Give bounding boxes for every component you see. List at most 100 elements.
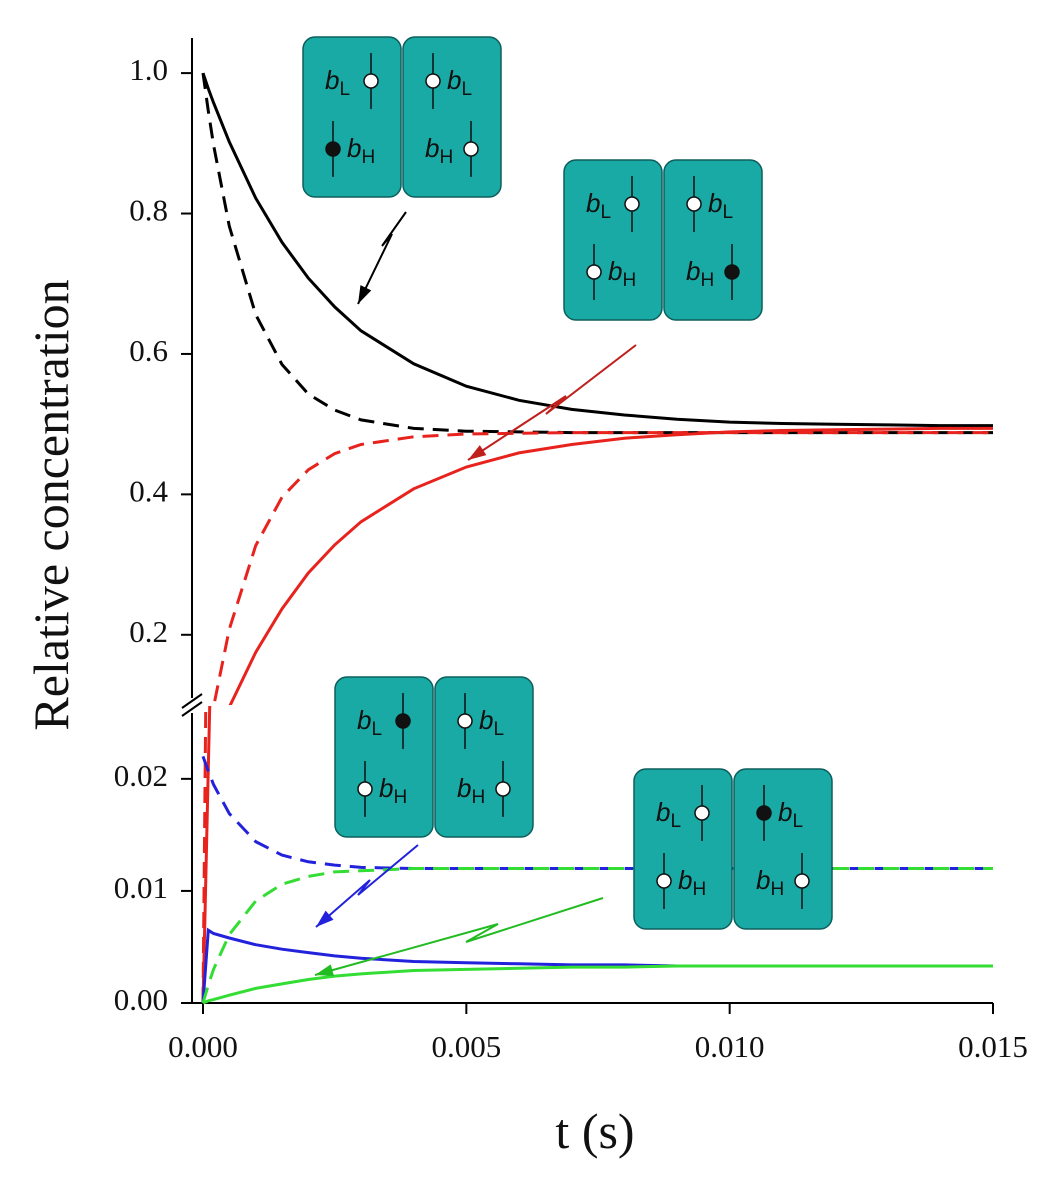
site-label: bH: [457, 773, 485, 808]
site: [756, 805, 772, 821]
label-base: b: [678, 865, 692, 895]
label-sub: H: [393, 787, 407, 808]
label-base: b: [608, 256, 622, 286]
site-label: bL: [708, 188, 733, 223]
y-tick-label: 0.4: [129, 473, 168, 508]
label-base: b: [656, 797, 670, 827]
x-tick-label: 0.010: [695, 1029, 765, 1064]
line-series: [201, 72, 993, 435]
line-series: [203, 767, 993, 775]
cell: [733, 768, 833, 930]
cell: [434, 676, 534, 838]
line-series: [201, 72, 993, 428]
site: [794, 873, 810, 889]
site-label: bH: [678, 865, 706, 900]
site-label: bL: [447, 65, 472, 100]
arrow-head: [315, 964, 334, 976]
site-label: bH: [608, 256, 636, 291]
arrow: [357, 211, 407, 305]
y-tick-label: 1.0: [129, 52, 168, 87]
cell: [663, 159, 763, 321]
arrow-head: [358, 285, 372, 304]
line-series: [202, 964, 993, 1005]
label-sub: L: [600, 202, 611, 223]
label-base: b: [686, 256, 700, 286]
axis-break: [181, 701, 203, 717]
site: [425, 73, 441, 89]
y-tick-label: 0.6: [129, 333, 168, 368]
arrow: [315, 844, 419, 928]
site: [694, 805, 710, 821]
label-base: b: [708, 188, 722, 218]
label-sub: L: [371, 719, 382, 740]
x-tick-label: 0.015: [958, 1029, 1028, 1064]
site-label: bH: [379, 773, 407, 808]
site-label: bH: [756, 865, 784, 900]
label-base: b: [347, 133, 361, 163]
cell: [334, 676, 434, 838]
y-tick-label: 0.00: [114, 982, 168, 1017]
line-series: [203, 773, 993, 775]
label-base: b: [778, 797, 792, 827]
line-series: [203, 760, 993, 767]
label-base: b: [479, 705, 493, 735]
site-label: bL: [479, 705, 504, 740]
cell: [633, 768, 733, 930]
label-sub: L: [792, 811, 803, 832]
label-base: b: [756, 865, 770, 895]
label-sub: H: [770, 879, 784, 900]
label-sub: L: [493, 719, 504, 740]
label-sub: H: [439, 147, 453, 168]
label-base: b: [325, 65, 339, 95]
label-sub: L: [670, 811, 681, 832]
site: [457, 713, 473, 729]
arrow: [467, 344, 637, 461]
label-base: b: [447, 65, 461, 95]
site: [686, 196, 702, 212]
label-sub: L: [722, 202, 733, 223]
cell: [302, 36, 402, 198]
y-tick-label: 0.02: [114, 758, 168, 793]
x-axis-title: t (s): [555, 1103, 634, 1159]
cell: [563, 159, 663, 321]
site: [586, 264, 602, 280]
site: [656, 873, 672, 889]
line-series: [201, 867, 993, 1004]
site-label: bH: [686, 256, 714, 291]
label-sub: L: [339, 79, 350, 100]
site: [325, 141, 341, 157]
site-label: bH: [347, 133, 375, 168]
site: [395, 713, 411, 729]
x-tick-label: 0.005: [431, 1029, 501, 1064]
label-base: b: [425, 133, 439, 163]
site-label: bL: [357, 705, 382, 740]
site-label: bL: [778, 797, 803, 832]
site: [624, 196, 640, 212]
site-label: bH: [425, 133, 453, 168]
site: [495, 781, 511, 797]
arrow-head: [468, 445, 487, 460]
arrow-head: [316, 910, 334, 927]
line-series: [212, 431, 993, 705]
label-sub: H: [361, 147, 375, 168]
label-sub: L: [461, 79, 472, 100]
site: [363, 73, 379, 89]
label-sub: H: [700, 270, 714, 291]
site: [357, 781, 373, 797]
site: [724, 264, 740, 280]
y-tick-label: 0.8: [129, 193, 168, 228]
line-series: [203, 771, 993, 776]
cell: [402, 36, 502, 198]
label-sub: H: [471, 787, 485, 808]
line-series: [201, 755, 993, 870]
arrow: [314, 897, 604, 976]
label-sub: H: [622, 270, 636, 291]
label-sub: H: [692, 879, 706, 900]
site: [463, 141, 479, 157]
label-base: b: [457, 773, 471, 803]
axis-break: [181, 693, 203, 709]
panel: [201, 72, 993, 776]
y-tick-label: 0.01: [114, 870, 168, 905]
site-label: bL: [656, 797, 681, 832]
